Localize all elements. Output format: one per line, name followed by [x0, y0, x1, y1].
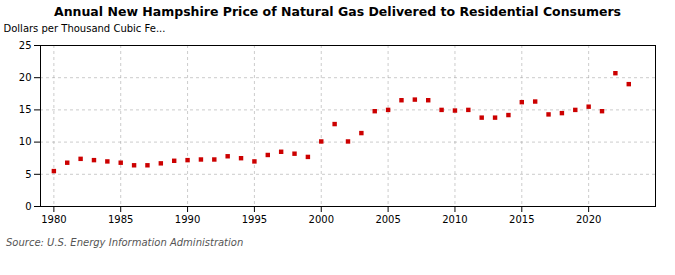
svg-text:0: 0 [25, 201, 31, 212]
svg-text:Dollars per Thousand Cubic Fe.: Dollars per Thousand Cubic Fe... [4, 23, 166, 34]
svg-text:25: 25 [19, 40, 32, 51]
svg-text:5: 5 [25, 169, 31, 180]
html-text:Source: U.S. Energy Informatio: Source: U.S. Energy Information Administ… [6, 237, 244, 248]
svg-text:15: 15 [19, 104, 32, 115]
svg-text:2010: 2010 [442, 214, 467, 225]
html-text:Annual New Hampshire Price of: Annual New Hampshire Price of Natural Ga… [54, 4, 621, 19]
svg-text:2000: 2000 [309, 214, 334, 225]
svg-text:2020: 2020 [576, 214, 601, 225]
svg-text:1995: 1995 [242, 214, 267, 225]
svg-text:1980: 1980 [41, 214, 66, 225]
svg-text:20: 20 [19, 72, 32, 83]
svg-text:2015: 2015 [509, 214, 534, 225]
svg-text:10: 10 [19, 136, 32, 147]
svg-text:2005: 2005 [375, 214, 400, 225]
svg-text:1990: 1990 [175, 214, 200, 225]
svg-text:1985: 1985 [108, 214, 133, 225]
